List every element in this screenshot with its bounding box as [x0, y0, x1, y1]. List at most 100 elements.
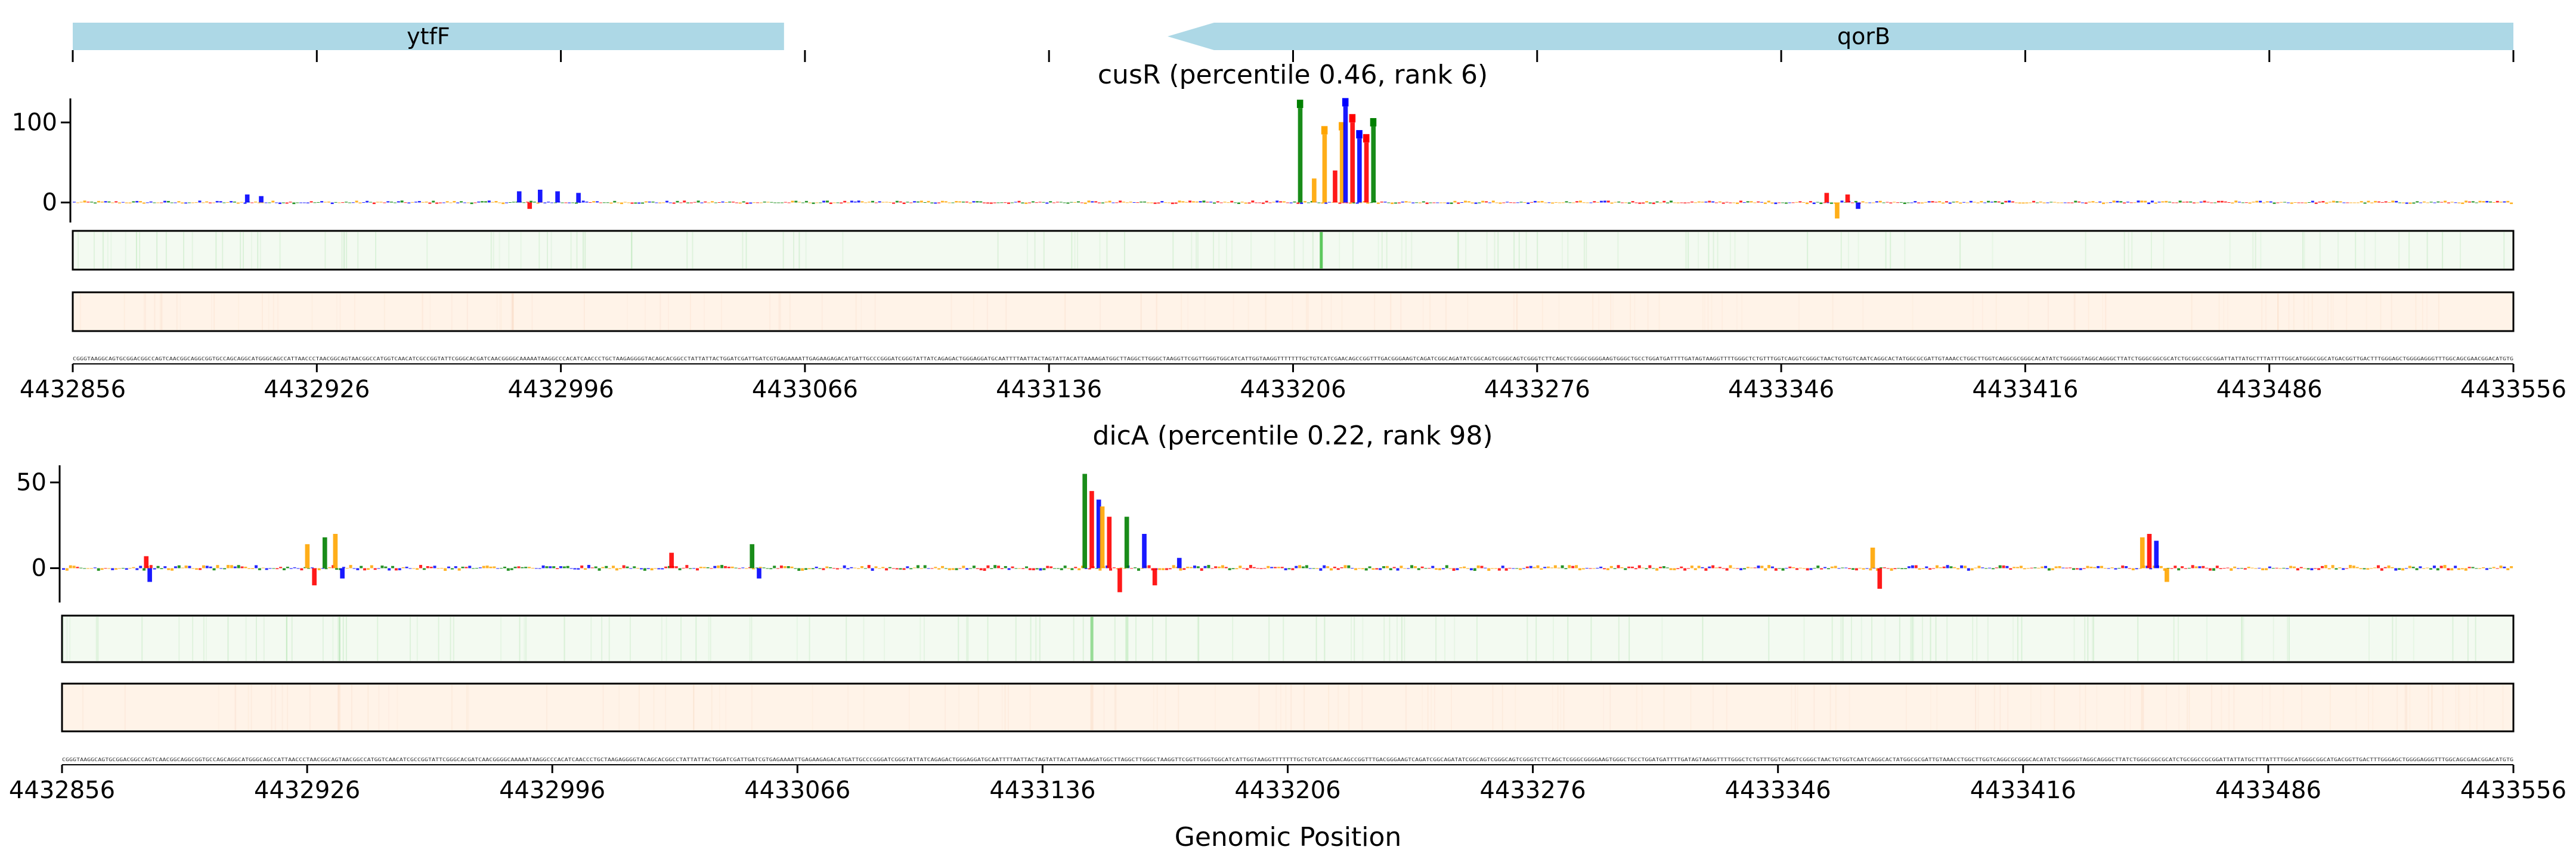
logo-noise-letter	[1757, 201, 1760, 203]
logo-noise-letter	[573, 568, 577, 570]
logo-noise-letter	[1868, 202, 1872, 203]
track-frame	[61, 614, 2515, 663]
logo-noise-letter	[444, 568, 447, 571]
logo-noise-letter	[264, 202, 268, 203]
logo-noise-letter	[286, 567, 289, 568]
logo-noise-letter	[268, 202, 271, 203]
logo-noise-letter	[1168, 202, 1171, 203]
track-faint-mark	[210, 293, 212, 330]
logo-noise-letter	[1760, 566, 1764, 568]
track-faint-mark	[1315, 617, 1317, 661]
x-tick-label: 4432996	[499, 777, 605, 804]
logo-noise-letter	[2198, 566, 2202, 568]
track-faint-mark	[1351, 617, 1352, 661]
logo-noise-letter	[1418, 202, 1422, 203]
logo-noise-letter	[453, 200, 456, 203]
logo-noise-letter	[1725, 202, 1729, 203]
logo-noise-letter	[986, 202, 989, 204]
logo-noise-letter	[1387, 202, 1391, 203]
logo-noise-letter	[1032, 568, 1035, 570]
track-faint-mark	[1592, 293, 1594, 330]
track-faint-mark	[213, 293, 215, 330]
logo-noise-letter	[1195, 201, 1199, 203]
logo-noise-letter	[1851, 202, 1854, 203]
logo-noise-letter	[1575, 201, 1579, 203]
track-faint-mark	[1628, 617, 1630, 661]
logo-noise-letter	[1413, 566, 1417, 568]
track-faint-mark	[2483, 685, 2485, 730]
logo-noise-letter	[2177, 568, 2181, 571]
track-faint-mark	[1383, 617, 1385, 661]
track-faint-mark	[1401, 617, 1402, 661]
logo-noise-letter	[1666, 202, 1670, 203]
logo-noise-letter	[630, 202, 634, 204]
logo-noise-letter	[1277, 567, 1280, 568]
logo-noise-letter	[89, 568, 93, 569]
logo-noise-letter	[2419, 566, 2422, 568]
track-faint-mark	[1153, 685, 1154, 730]
track-faint-mark	[1842, 617, 1844, 661]
logo-noise-letter	[107, 568, 111, 569]
track-faint-mark	[1807, 232, 1809, 268]
track-faint-mark	[2374, 232, 2376, 268]
track-faint-mark	[1497, 232, 1499, 268]
logo-noise-letter	[2002, 565, 2005, 568]
logo-noise-letter	[1380, 201, 1383, 203]
logo-noise-letter	[275, 568, 279, 570]
logo-noise-letter	[1806, 202, 1809, 205]
logo-noise-letter	[2373, 567, 2377, 568]
logo-noise-letter	[1920, 202, 1924, 204]
logo-noise-letter	[1795, 568, 1799, 570]
track-faint-mark	[2087, 617, 2089, 661]
track-faint-mark	[383, 293, 385, 330]
logo-noise-letter	[2057, 202, 2060, 203]
logo-noise-letter	[442, 202, 445, 203]
logo-noise-letter	[1620, 567, 1624, 568]
attribution-track-orange	[61, 682, 2515, 733]
track-faint-mark	[1832, 293, 1834, 330]
track-faint-mark	[2092, 617, 2094, 661]
logo-noise-letter	[637, 202, 641, 204]
logo-noise-letter	[1246, 568, 1249, 570]
x-tick-label: 4433206	[1240, 376, 1346, 403]
track-faint-mark	[1849, 685, 1850, 730]
logo-noise-letter	[1802, 202, 1806, 203]
logo-noise-letter	[979, 201, 983, 203]
logo-noise-letter	[972, 566, 976, 568]
logo-noise-letter	[191, 202, 194, 203]
track-faint-mark	[519, 617, 521, 661]
logo-noise-letter	[149, 565, 153, 568]
logo-noise-letter	[1494, 568, 1497, 569]
logo-noise-letter	[352, 568, 356, 569]
track-faint-mark	[618, 685, 620, 730]
logo-noise-letter	[1610, 202, 1614, 204]
logo-noise-letter	[1345, 202, 1349, 203]
logo-noise-letter	[927, 568, 930, 569]
logo-noise-letter	[401, 567, 405, 568]
attribution-track-green	[72, 230, 2515, 271]
logo-noise-letter	[584, 568, 587, 570]
logo-noise-letter	[258, 568, 261, 570]
logo-noise-letter	[187, 202, 191, 203]
logo-noise-letter	[1742, 202, 1746, 203]
track-faint-mark	[2241, 617, 2243, 661]
logo-noise-letter	[969, 568, 973, 569]
track-faint-mark	[203, 617, 205, 661]
logo-noise-letter	[296, 202, 299, 203]
logo-noise-letter	[2374, 200, 2377, 203]
logo-noise-letter	[1415, 202, 1419, 203]
logo-peak-letter	[244, 194, 250, 203]
logo-noise-letter	[1392, 567, 1396, 568]
logo-noise-letter	[2447, 568, 2450, 571]
logo-noise-letter	[1070, 202, 1073, 203]
track-faint-mark	[1726, 685, 1727, 730]
logo-noise-letter	[62, 568, 65, 570]
logo-noise-letter	[2093, 567, 2097, 568]
track-faint-mark	[1404, 617, 1405, 661]
logo-noise-letter	[644, 201, 648, 203]
logo-noise-letter	[317, 202, 320, 203]
track-faint-mark	[1936, 685, 1938, 730]
logo-noise-letter	[2380, 568, 2383, 571]
track-faint-mark	[1476, 617, 1478, 661]
logo-noise-letter	[1529, 566, 1532, 568]
